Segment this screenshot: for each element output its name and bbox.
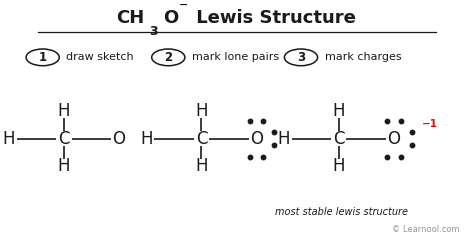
Text: CH: CH — [116, 9, 145, 27]
Text: 3: 3 — [149, 25, 158, 38]
Text: −: − — [179, 0, 189, 10]
Text: H: H — [3, 130, 15, 148]
Text: draw sketch: draw sketch — [66, 52, 134, 62]
Text: C: C — [196, 130, 207, 148]
Text: mark lone pairs: mark lone pairs — [192, 52, 279, 62]
Text: 1: 1 — [38, 51, 47, 64]
Text: C: C — [333, 130, 345, 148]
Text: O: O — [164, 9, 179, 27]
Text: H: H — [333, 157, 345, 175]
Text: −1: −1 — [421, 119, 438, 129]
Text: Lewis Structure: Lewis Structure — [190, 9, 356, 27]
Text: O: O — [250, 130, 263, 148]
Text: H: H — [195, 102, 208, 120]
Text: H: H — [58, 102, 70, 120]
Text: O: O — [387, 130, 401, 148]
Text: C: C — [58, 130, 70, 148]
Text: H: H — [195, 157, 208, 175]
Text: 3: 3 — [297, 51, 305, 64]
Text: H: H — [278, 130, 290, 148]
Text: mark charges: mark charges — [325, 52, 401, 62]
Text: most stable lewis structure: most stable lewis structure — [275, 206, 408, 217]
Text: H: H — [333, 102, 345, 120]
Text: © Learnool.com: © Learnool.com — [392, 225, 460, 234]
Text: H: H — [58, 157, 70, 175]
Text: 2: 2 — [164, 51, 173, 64]
Text: H: H — [140, 130, 153, 148]
Text: O: O — [112, 130, 126, 148]
